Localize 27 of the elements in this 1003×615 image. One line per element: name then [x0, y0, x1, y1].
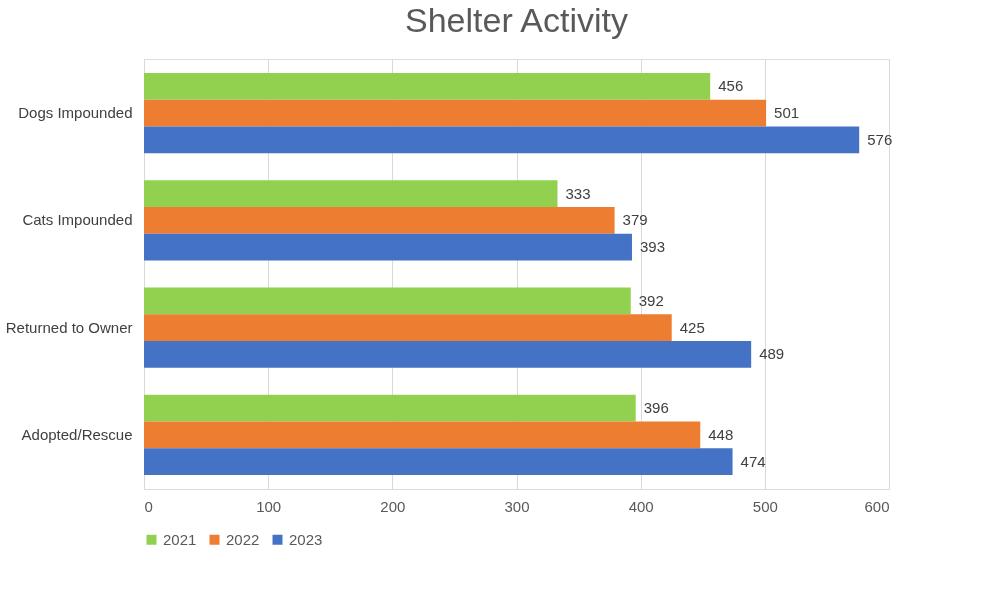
- data-label: 379: [622, 211, 648, 229]
- chart-title: Shelter Activity: [405, 1, 628, 39]
- data-label: 474: [740, 452, 766, 470]
- data-label: 501: [774, 104, 800, 122]
- x-tick-label: 400: [628, 497, 654, 515]
- data-label: 448: [708, 425, 734, 443]
- x-tick-label: 300: [504, 497, 530, 515]
- data-label: 456: [718, 77, 744, 95]
- data-label: 333: [565, 184, 591, 202]
- x-tick-label: 100: [256, 497, 282, 515]
- data-label: 396: [643, 399, 669, 417]
- data-label: 425: [679, 318, 705, 336]
- legend-label: 2023: [289, 530, 323, 548]
- data-label: 489: [759, 345, 785, 363]
- legend-label: 2022: [226, 530, 260, 548]
- x-tick-label: 200: [380, 497, 406, 515]
- data-label: 392: [638, 291, 664, 309]
- y-tick-label: Dogs Impounded: [18, 104, 133, 122]
- data-label: 393: [639, 238, 666, 256]
- x-tick-label: 500: [752, 497, 778, 515]
- data-label: 576: [867, 130, 893, 148]
- x-tick-label: 600: [864, 497, 890, 515]
- y-tick-label: Adopted/Rescue: [21, 425, 133, 443]
- x-tick-label: 0: [144, 497, 153, 515]
- y-tick-label: Cats Impounded: [22, 211, 133, 229]
- y-tick-label: Returned to Owner: [5, 318, 133, 336]
- legend-label: 2021: [163, 530, 197, 548]
